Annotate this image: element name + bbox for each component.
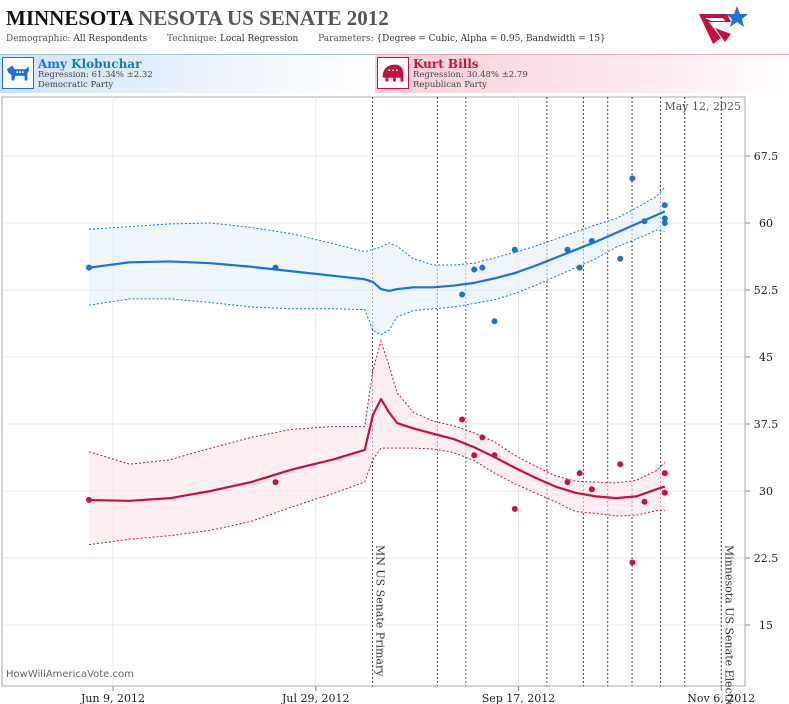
current-date: May 12, 2025 bbox=[664, 100, 741, 113]
poll-point bbox=[272, 479, 279, 486]
site-credit: HowWillAmericaVote.com bbox=[6, 669, 134, 680]
y-tick-label: 67.5 bbox=[754, 150, 779, 163]
poll-point bbox=[661, 220, 668, 226]
event-label: MN US Senate Primary bbox=[374, 545, 387, 677]
poll-point bbox=[459, 291, 466, 298]
donkey-icon bbox=[2, 57, 34, 89]
poll-point bbox=[564, 246, 571, 253]
title-race: NESOTA US SENATE 2012 bbox=[138, 6, 389, 30]
poll-point bbox=[588, 486, 595, 493]
poll-point bbox=[576, 470, 583, 477]
rep-party: Republican Party bbox=[413, 80, 487, 90]
poll-point bbox=[86, 264, 92, 271]
poll-point bbox=[471, 452, 478, 459]
regression-chart: MN US Senate Primary Minnesota US Senate … bbox=[1, 96, 778, 704]
rep-candidate-name: Kurt Bills bbox=[413, 57, 479, 71]
parameters-bar: Demographic: All Respondents Technique: … bbox=[6, 34, 606, 44]
poll-point bbox=[629, 559, 636, 566]
poll-point bbox=[459, 416, 466, 423]
poll-point bbox=[629, 175, 636, 182]
poll-point bbox=[511, 246, 518, 253]
site-logo-icon bbox=[699, 6, 748, 44]
x-tick-label: Jun 9, 2012 bbox=[80, 692, 145, 704]
poll-points bbox=[86, 175, 668, 566]
poll-point bbox=[86, 496, 92, 503]
dem-party: Democratic Party bbox=[38, 80, 114, 90]
lower-bound-line bbox=[88, 229, 665, 336]
x-tick-label: Nov 6, 2012 bbox=[687, 692, 755, 704]
poll-point bbox=[576, 264, 583, 271]
y-tick-label: 37.5 bbox=[754, 418, 779, 431]
poll-point bbox=[511, 505, 518, 512]
event-lines: MN US Senate Primary Minnesota US Senate … bbox=[372, 97, 735, 704]
poll-point bbox=[661, 215, 668, 222]
poll-point bbox=[471, 266, 478, 273]
x-axis: Jun 9, 2012 Jul 29, 2012 Sep 17, 2012 Nov 6… bbox=[80, 686, 755, 704]
x-tick-label: Jul 29, 2012 bbox=[281, 692, 350, 704]
y-tick-label: 30 bbox=[759, 485, 773, 498]
y-tick-label: 15 bbox=[759, 619, 773, 632]
header: MINNESOTA NESOTA US SENATE 2012 Demograp… bbox=[0, 0, 789, 52]
page-title: MINNESOTA NESOTA US SENATE 2012 bbox=[6, 6, 389, 31]
confidence-band bbox=[89, 187, 665, 335]
technique-label: Technique: bbox=[167, 34, 218, 44]
confidence-band bbox=[89, 340, 665, 545]
y-tick-label: 45 bbox=[759, 351, 773, 364]
poll-point bbox=[479, 434, 486, 441]
dem-candidate-name: Amy Klobuchar bbox=[38, 57, 142, 71]
poll-point bbox=[661, 489, 668, 496]
dem-regression: Regression: 61.34% ±2.32 bbox=[38, 70, 153, 80]
demographic-label: Demographic: bbox=[6, 34, 71, 44]
poll-point bbox=[661, 202, 668, 209]
y-tick-label: 22.5 bbox=[754, 552, 779, 565]
title-state: MINNESOTA bbox=[6, 6, 133, 30]
trend-line bbox=[88, 397, 666, 502]
rep-regression: Regression: 30.48% ±2.79 bbox=[413, 70, 528, 80]
technique-value: Local Regression bbox=[219, 34, 299, 44]
upper-bound-line bbox=[88, 339, 666, 484]
candidate-dem: Amy Klobuchar Regression: 61.34% ±2.32 D… bbox=[0, 54, 375, 93]
y-axis: 15 22.5 30 37.5 45 52.5 60 67.5 bbox=[745, 150, 778, 632]
candidate-rep: Kurt Bills Regression: 30.48% ±2.79 Repu… bbox=[375, 54, 789, 93]
confidence-bands bbox=[88, 186, 666, 546]
y-tick-label: 52.5 bbox=[754, 284, 779, 297]
poll-point bbox=[588, 237, 595, 244]
poll-point bbox=[479, 264, 486, 271]
lower-bound-line bbox=[88, 447, 665, 546]
candidate-legend: Amy Klobuchar Regression: 61.34% ±2.32 D… bbox=[0, 54, 789, 94]
poll-point bbox=[617, 461, 624, 468]
poll-point bbox=[641, 498, 648, 505]
x-tick-label: Sep 17, 2012 bbox=[482, 692, 556, 704]
poll-point bbox=[564, 479, 571, 486]
poll-point bbox=[272, 264, 279, 271]
poll-point bbox=[661, 470, 668, 477]
parameters-label: Parameters: bbox=[318, 34, 374, 44]
poll-point bbox=[617, 255, 624, 262]
parameters-value: {Degree = Cubic, Alpha = 0.95, Bandwidth… bbox=[376, 34, 606, 44]
elephant-icon bbox=[377, 57, 409, 89]
poll-point bbox=[491, 318, 498, 325]
event-label: Minnesota US Senate Election bbox=[722, 545, 735, 704]
poll-point bbox=[491, 452, 498, 459]
y-tick-label: 60 bbox=[759, 217, 773, 230]
demographic-value: All Respondents bbox=[73, 34, 148, 44]
poll-point bbox=[641, 218, 648, 225]
